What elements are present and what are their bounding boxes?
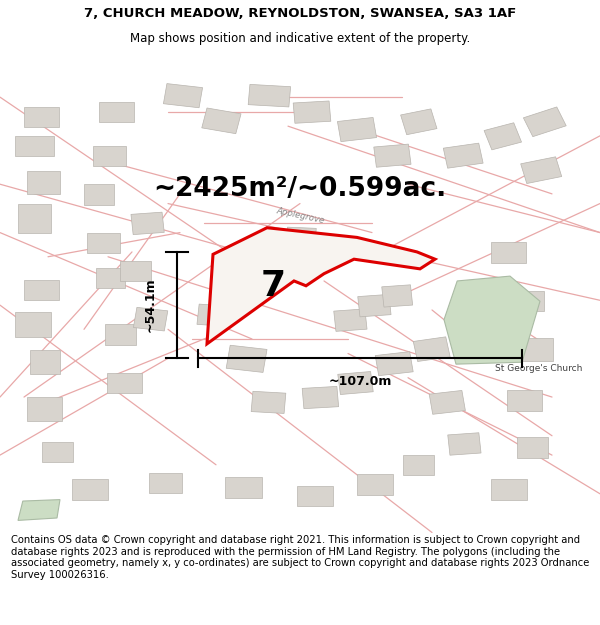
Text: ~54.1m: ~54.1m: [143, 278, 157, 332]
Polygon shape: [15, 136, 54, 156]
Polygon shape: [251, 391, 286, 413]
Text: ~2425m²/~0.599ac.: ~2425m²/~0.599ac.: [154, 176, 446, 202]
Polygon shape: [131, 212, 164, 234]
Polygon shape: [286, 227, 316, 249]
Polygon shape: [429, 391, 466, 414]
Polygon shape: [18, 499, 60, 521]
Polygon shape: [84, 184, 114, 204]
Polygon shape: [358, 294, 391, 317]
Polygon shape: [105, 324, 136, 345]
Polygon shape: [93, 146, 126, 166]
Polygon shape: [18, 204, 51, 232]
Polygon shape: [262, 241, 295, 264]
Polygon shape: [225, 478, 262, 498]
Polygon shape: [207, 228, 435, 344]
Polygon shape: [403, 455, 434, 476]
Polygon shape: [337, 118, 377, 142]
Polygon shape: [375, 352, 413, 376]
Polygon shape: [120, 261, 151, 281]
Polygon shape: [222, 289, 253, 312]
Polygon shape: [163, 84, 203, 107]
Polygon shape: [357, 474, 393, 495]
Text: ~107.0m: ~107.0m: [328, 375, 392, 388]
Polygon shape: [149, 472, 182, 493]
Text: 7, CHURCH MEADOW, REYNOLDSTON, SWANSEA, SA3 1AF: 7, CHURCH MEADOW, REYNOLDSTON, SWANSEA, …: [84, 7, 516, 20]
Text: Map shows position and indicative extent of the property.: Map shows position and indicative extent…: [130, 31, 470, 44]
Polygon shape: [484, 122, 521, 150]
Polygon shape: [107, 373, 142, 393]
Polygon shape: [491, 479, 527, 499]
Polygon shape: [30, 349, 60, 374]
Polygon shape: [248, 84, 290, 107]
Polygon shape: [99, 102, 134, 122]
Polygon shape: [523, 107, 566, 137]
Polygon shape: [491, 242, 526, 262]
Polygon shape: [338, 371, 373, 394]
Polygon shape: [15, 312, 51, 337]
Polygon shape: [96, 268, 125, 288]
Polygon shape: [72, 479, 108, 499]
Polygon shape: [509, 291, 544, 311]
Text: 7: 7: [260, 269, 286, 302]
Polygon shape: [27, 171, 60, 194]
Polygon shape: [517, 438, 548, 458]
Polygon shape: [507, 390, 542, 411]
Polygon shape: [133, 308, 168, 331]
Polygon shape: [302, 386, 338, 409]
Polygon shape: [297, 486, 333, 506]
Polygon shape: [374, 144, 411, 168]
Polygon shape: [226, 345, 267, 372]
Polygon shape: [293, 101, 331, 123]
Text: St George's Church: St George's Church: [495, 364, 583, 372]
Polygon shape: [443, 143, 483, 168]
Polygon shape: [87, 232, 120, 253]
Polygon shape: [521, 157, 562, 184]
Polygon shape: [334, 309, 367, 331]
Polygon shape: [448, 432, 481, 455]
Polygon shape: [197, 304, 230, 326]
Polygon shape: [202, 108, 241, 134]
Polygon shape: [401, 109, 437, 135]
Polygon shape: [24, 280, 59, 300]
Text: Applegrove: Applegrove: [275, 206, 325, 225]
Polygon shape: [27, 397, 62, 421]
Polygon shape: [444, 276, 540, 364]
Polygon shape: [517, 338, 553, 361]
Polygon shape: [42, 442, 73, 462]
Polygon shape: [413, 337, 450, 361]
Text: Contains OS data © Crown copyright and database right 2021. This information is : Contains OS data © Crown copyright and d…: [11, 535, 589, 580]
Polygon shape: [382, 285, 413, 307]
Polygon shape: [24, 107, 59, 127]
